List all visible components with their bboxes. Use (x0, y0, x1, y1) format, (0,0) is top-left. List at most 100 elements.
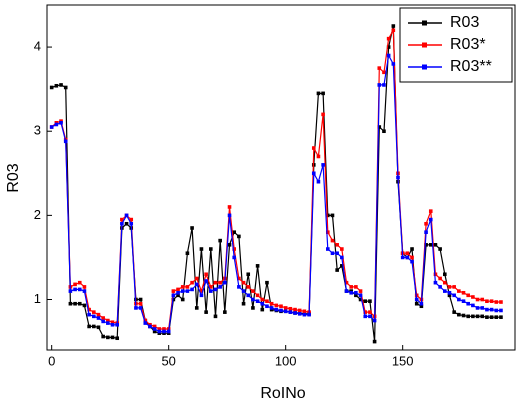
series-marker (59, 83, 63, 87)
series-marker (405, 251, 410, 256)
series-marker (433, 272, 438, 277)
series-marker (424, 230, 428, 234)
y-tick-label: 3 (34, 123, 41, 138)
series-marker (260, 301, 265, 306)
series-marker (293, 307, 297, 312)
series-marker (110, 322, 115, 327)
series-marker (391, 62, 396, 66)
series-marker (106, 335, 110, 340)
series-marker (316, 91, 321, 96)
series-marker (428, 209, 433, 213)
series-marker (372, 318, 377, 323)
series-marker (321, 91, 325, 96)
series-marker (152, 327, 157, 331)
series-marker (92, 314, 96, 319)
series-marker (176, 293, 180, 298)
series-marker (260, 307, 265, 312)
series-marker (321, 163, 325, 167)
series-marker (227, 205, 232, 209)
series-marker (241, 280, 246, 285)
series-marker (475, 306, 480, 310)
series-marker (190, 280, 194, 285)
series-marker (438, 247, 442, 251)
series-marker (96, 312, 101, 317)
series-marker (124, 213, 129, 218)
series-marker (475, 297, 480, 302)
series-marker (279, 304, 283, 309)
x-tick-label: 0 (48, 353, 55, 368)
series-marker (288, 310, 293, 314)
series-marker (410, 247, 414, 251)
series-marker (428, 243, 433, 247)
series-marker (447, 290, 452, 295)
series-marker (443, 272, 447, 277)
series-marker (63, 139, 68, 144)
series-marker (330, 213, 335, 218)
series-marker (489, 307, 494, 312)
x-tick-label: 100 (275, 353, 297, 368)
series-marker (410, 259, 414, 264)
series-marker (255, 299, 260, 303)
series-marker (209, 247, 213, 251)
series-marker (466, 301, 470, 306)
series-marker (283, 306, 288, 310)
series-marker (96, 316, 101, 320)
series-marker (405, 255, 410, 260)
series-marker (110, 335, 115, 340)
series-marker (457, 289, 461, 293)
series-marker (152, 324, 157, 329)
series-marker (115, 336, 119, 341)
series-marker (223, 310, 227, 314)
series-marker (433, 280, 438, 285)
series-marker (92, 310, 96, 314)
series-marker (82, 289, 87, 293)
series-marker (157, 329, 162, 334)
series-marker (157, 327, 162, 331)
series-marker (316, 179, 321, 184)
series-marker (414, 301, 419, 306)
series-marker (344, 289, 349, 293)
series-marker (246, 293, 251, 298)
series-marker (176, 290, 180, 295)
series-marker (255, 293, 260, 298)
legend-label: R03 (450, 14, 479, 31)
series-marker (414, 297, 419, 302)
series-marker (143, 318, 148, 323)
series-marker (185, 285, 190, 289)
series-marker (213, 280, 218, 285)
series-marker (129, 217, 134, 222)
series-marker (162, 327, 166, 331)
series-marker (199, 247, 204, 251)
series-marker (176, 287, 180, 292)
series-marker (265, 299, 269, 303)
series-marker (354, 290, 358, 295)
series-marker (213, 287, 218, 292)
series-marker (428, 217, 433, 222)
series-marker (87, 307, 91, 312)
series-marker (494, 300, 499, 304)
series-marker (354, 285, 358, 289)
series-marker (297, 312, 302, 316)
series-marker (194, 306, 199, 310)
series-marker (349, 285, 353, 289)
series-marker (386, 53, 391, 58)
series-marker (307, 312, 311, 317)
series-marker (344, 280, 349, 285)
series-marker (410, 255, 414, 260)
legend-marker (422, 42, 427, 48)
series-marker (485, 315, 489, 319)
series-marker (311, 171, 316, 176)
series-marker (101, 334, 105, 339)
series-marker (171, 289, 176, 293)
series-marker (499, 315, 503, 319)
series-marker (59, 121, 63, 125)
series-marker (237, 276, 241, 281)
series-marker (232, 230, 236, 234)
legend-marker (422, 64, 427, 70)
series-marker (77, 287, 82, 292)
series-marker (363, 314, 368, 319)
series-marker (340, 247, 344, 251)
series-marker (251, 297, 255, 302)
series-marker (199, 289, 204, 293)
series-marker (166, 329, 171, 334)
